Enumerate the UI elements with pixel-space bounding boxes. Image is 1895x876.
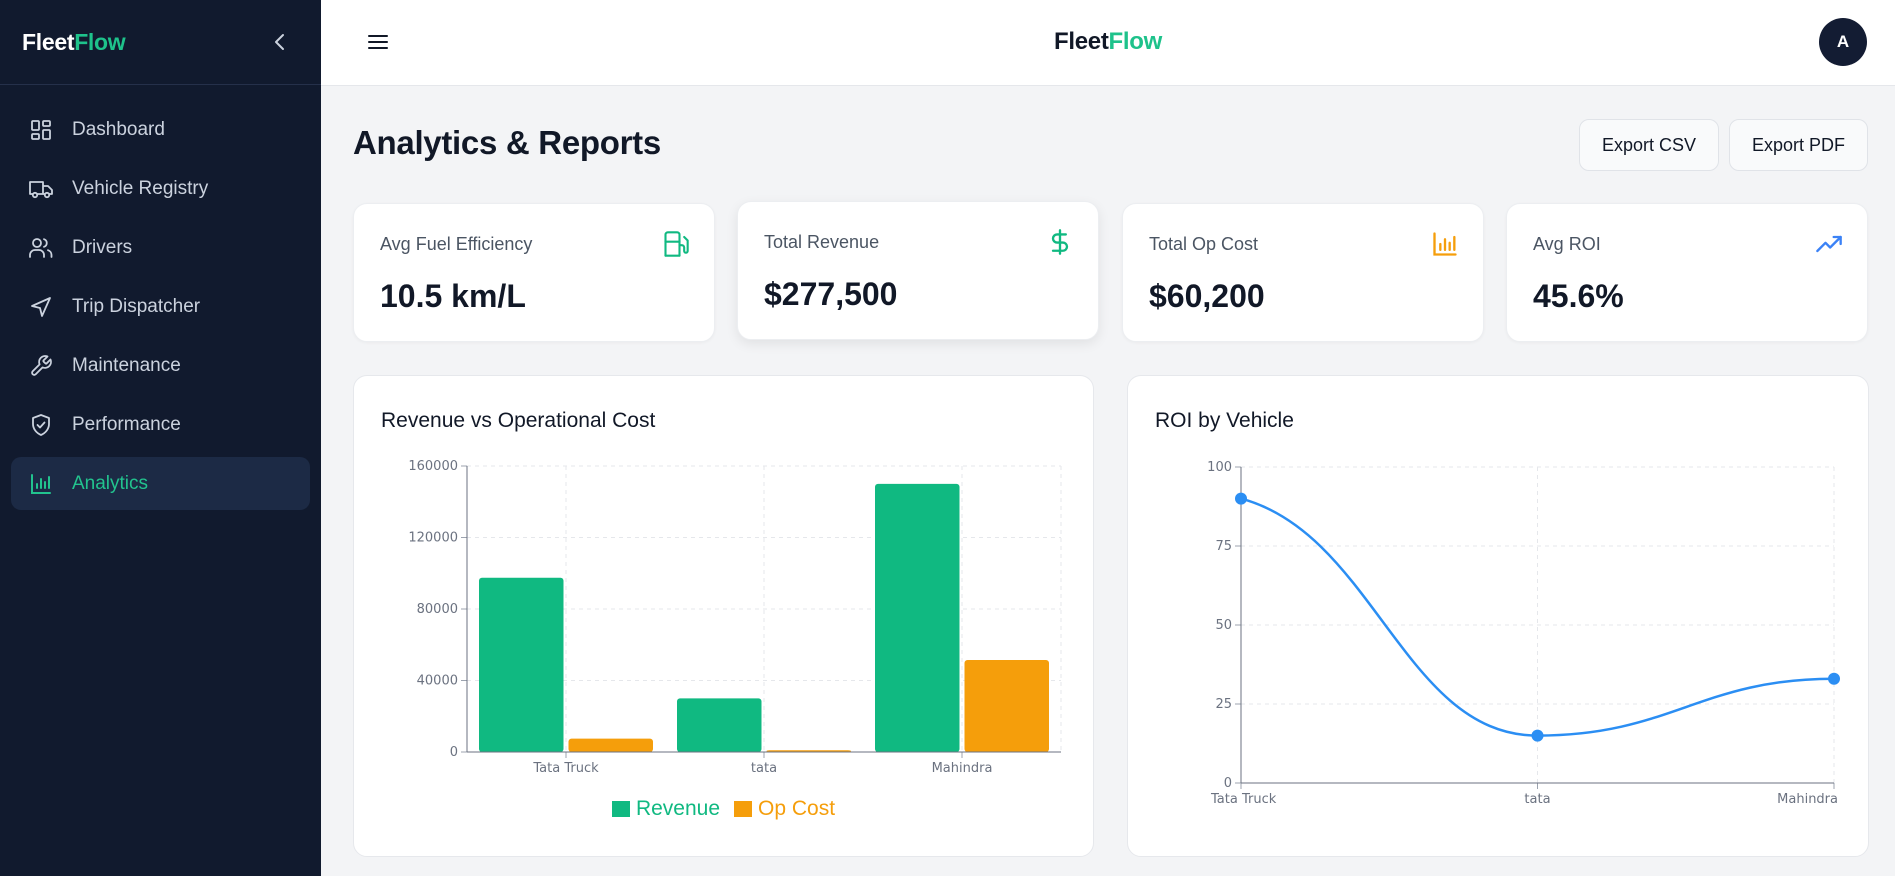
- y-tick-label: 0: [1224, 776, 1232, 791]
- y-tick-label: 160000: [408, 459, 458, 474]
- roi-point: [1235, 492, 1247, 505]
- x-tick-label: Mahindra: [1777, 792, 1838, 807]
- brand-text-flow: Flow: [74, 28, 126, 55]
- sidebar-item-label: Analytics: [72, 472, 149, 494]
- brand-text-fleet: Fleet: [1054, 28, 1109, 55]
- kpi-value: 10.5 km/L: [380, 278, 526, 314]
- bar-chart-icon: [1433, 232, 1457, 256]
- y-tick-label: 0: [450, 745, 458, 760]
- sidebar-item-label: Trip Dispatcher: [72, 295, 201, 317]
- export-pdf-button[interactable]: Export PDF: [1729, 119, 1868, 171]
- y-tick-label: 100: [1207, 460, 1232, 475]
- sidebar-brand-logo[interactable]: FleetFlow: [22, 28, 126, 56]
- kpi-card-total-op-cost: Total Op Cost $60,200: [1122, 203, 1484, 342]
- y-tick-label: 120000: [408, 531, 458, 546]
- kpi-card-avg-roi: Avg ROI 45.6%: [1506, 203, 1868, 342]
- sidebar-item-performance[interactable]: Performance: [11, 398, 310, 451]
- bar-chart-icon: [28, 471, 54, 497]
- sidebar-item-label: Maintenance: [72, 354, 181, 376]
- kpi-card-total-revenue: Total Revenue $277,500: [737, 201, 1099, 340]
- x-tick-label: Tata Truck: [532, 761, 599, 776]
- x-tick-label: Tata Truck: [1210, 792, 1277, 807]
- legend-swatch-op-cost: [734, 801, 753, 817]
- legend-label: Revenue: [635, 797, 721, 820]
- kpi-value: $277,500: [764, 276, 898, 312]
- collapse-sidebar-button[interactable]: [269, 31, 291, 53]
- sidebar-item-vehicle-registry[interactable]: Vehicle Registry: [11, 162, 310, 215]
- sidebar-item-drivers[interactable]: Drivers: [11, 221, 310, 274]
- bar-revenue: [677, 698, 762, 752]
- revenue-vs-cost-chart-card: Revenue vs Operational Cost 0 40000 80000 1…: [353, 375, 1094, 857]
- roi-line: [1240, 497, 1835, 737]
- brand-text-fleet: Fleet: [22, 28, 75, 55]
- sidebar-item-label: Vehicle Registry: [72, 177, 209, 199]
- sidebar-header: FleetFlow: [0, 0, 321, 85]
- menu-toggle-button[interactable]: [366, 30, 390, 54]
- bar-op-cost: [568, 738, 653, 752]
- x-tick-label: tata: [751, 761, 777, 776]
- kpi-label: Avg ROI: [1533, 234, 1601, 254]
- sidebar-item-dashboard[interactable]: Dashboard: [11, 103, 310, 156]
- sidebar-item-trip-dispatcher[interactable]: Trip Dispatcher: [11, 280, 310, 333]
- sidebar-item-analytics[interactable]: Analytics: [11, 457, 310, 510]
- kpi-label: Total Op Cost: [1149, 234, 1259, 254]
- sidebar-item-label: Drivers: [72, 236, 133, 258]
- top-brand-logo[interactable]: FleetFlow: [321, 28, 1895, 56]
- y-tick-label: 25: [1215, 697, 1232, 712]
- top-bar: FleetFlow A: [321, 0, 1895, 86]
- sidebar-nav: Dashboard Vehicle Registry Drivers Trip …: [0, 85, 321, 510]
- sidebar-item-maintenance[interactable]: Maintenance: [11, 339, 310, 392]
- chevron-left-icon: [275, 34, 284, 50]
- trending-up-icon: [1816, 235, 1842, 253]
- dashboard-icon: [28, 117, 54, 143]
- bar-revenue: [875, 483, 960, 752]
- roi-by-vehicle-chart: 0 25 50 75 100 Tata Truck tata Mahindra: [1207, 460, 1840, 807]
- kpi-value: $60,200: [1149, 278, 1265, 314]
- legend-swatch-revenue: [611, 801, 630, 817]
- sidebar-item-label: Performance: [72, 413, 181, 435]
- legend-item-revenue[interactable]: Revenue: [611, 797, 721, 821]
- y-tick-label: 75: [1215, 539, 1232, 554]
- hamburger-icon: [368, 35, 388, 49]
- kpi-card-fuel-efficiency: Avg Fuel Efficiency 10.5 km/L: [353, 203, 715, 342]
- export-csv-button[interactable]: Export CSV: [1579, 119, 1719, 171]
- kpi-label: Avg Fuel Efficiency: [380, 234, 533, 254]
- kpi-label: Total Revenue: [764, 232, 880, 252]
- roi-point: [1828, 672, 1840, 685]
- chart-title: Revenue vs Operational Cost: [381, 409, 656, 432]
- truck-icon: [28, 176, 54, 202]
- x-tick-label: Mahindra: [932, 761, 993, 776]
- x-tick-label: tata: [1524, 792, 1550, 807]
- legend-item-op-cost[interactable]: Op Cost: [734, 797, 835, 821]
- users-icon: [28, 235, 54, 261]
- revenue-vs-cost-chart: 0 40000 80000 120000 160000 Tata Truck tata Mah…: [408, 459, 1062, 776]
- y-tick-label: 50: [1215, 618, 1232, 633]
- dollar-icon: [1051, 229, 1069, 255]
- legend-label: Op Cost: [758, 797, 836, 820]
- sidebar: FleetFlow Dashboard Vehicle Registry Dri…: [0, 0, 321, 876]
- page-title: Analytics & Reports: [353, 124, 661, 161]
- y-tick-label: 40000: [417, 674, 458, 689]
- fuel-icon: [664, 231, 689, 257]
- bar-revenue: [479, 577, 564, 752]
- y-tick-label: 80000: [417, 602, 458, 617]
- roi-by-vehicle-chart-card: ROI by Vehicle 0 25 50 75 100 Tata Truck tata M…: [1127, 375, 1869, 857]
- sidebar-item-label: Dashboard: [72, 118, 165, 140]
- roi-point: [1531, 729, 1544, 742]
- chart-title: ROI by Vehicle: [1155, 409, 1294, 432]
- shield-check-icon: [28, 412, 54, 438]
- brand-text-flow: Flow: [1108, 28, 1163, 55]
- chart-legend: Revenue Op Cost: [354, 797, 1093, 821]
- wrench-icon: [28, 353, 54, 379]
- send-icon: [28, 294, 54, 320]
- kpi-value: 45.6%: [1533, 278, 1624, 314]
- bar-op-cost: [964, 659, 1049, 752]
- user-avatar[interactable]: A: [1819, 18, 1867, 66]
